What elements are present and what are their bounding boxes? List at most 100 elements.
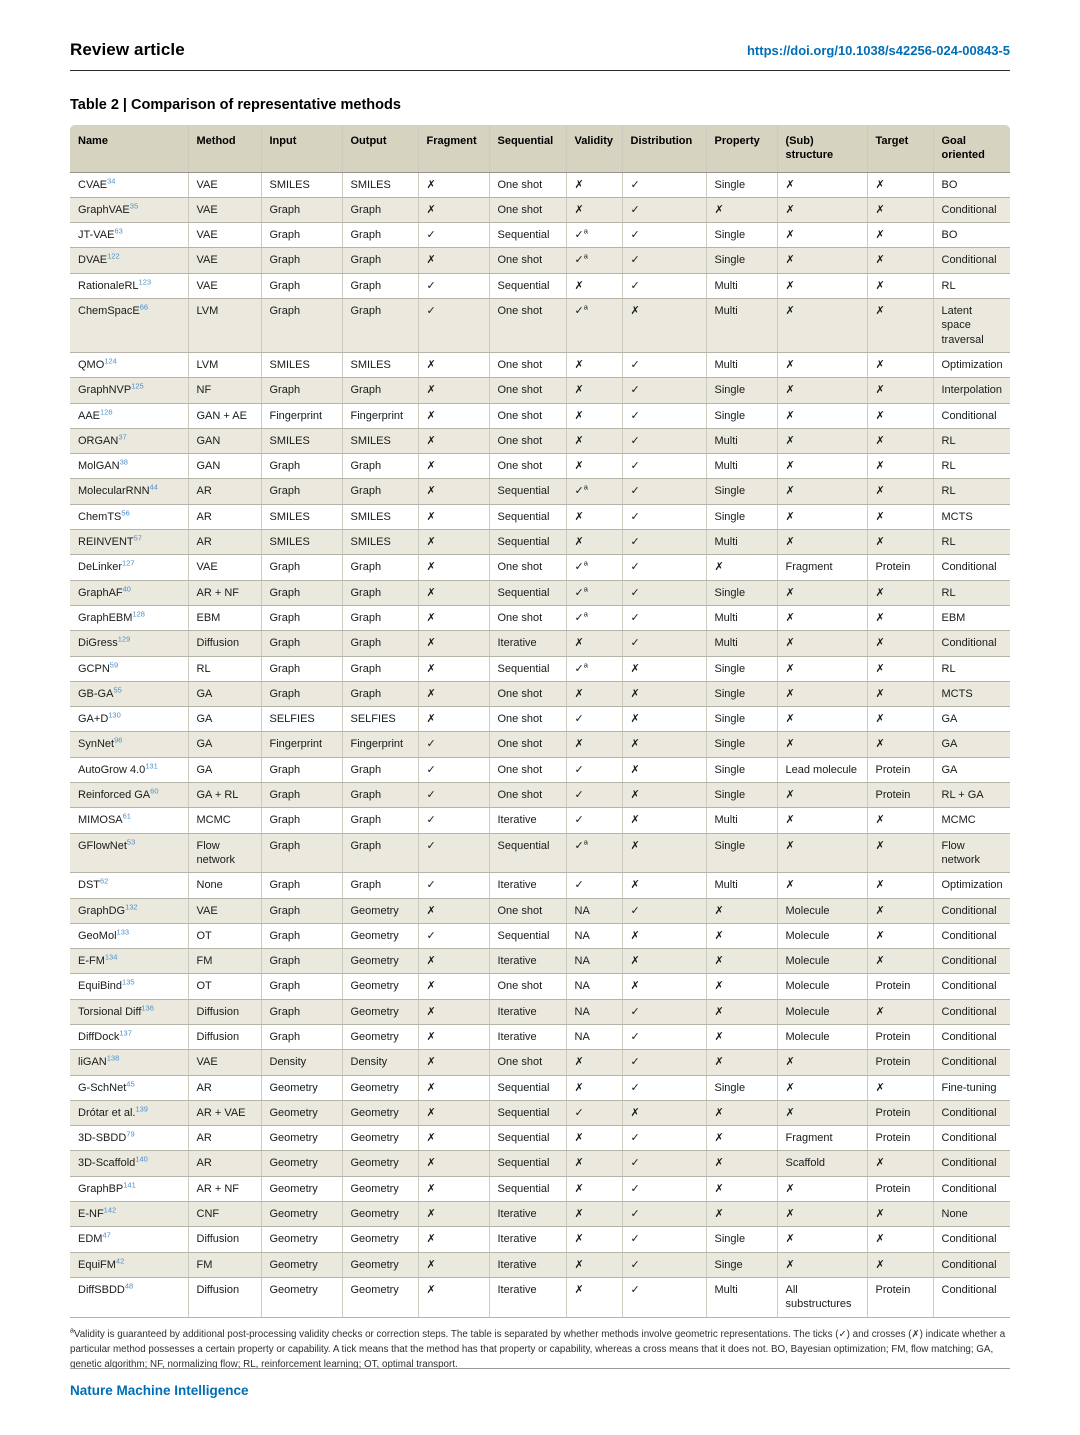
cell-name: ChemSpacE66 xyxy=(70,298,188,353)
citation-ref[interactable]: 38 xyxy=(119,457,128,467)
cell-distribution: ✗ xyxy=(621,757,706,784)
cell-property: ✗ xyxy=(705,197,777,224)
cell-validity: ✓a xyxy=(565,580,622,606)
citation-ref[interactable]: 122 xyxy=(107,251,120,261)
citation-ref[interactable]: 57 xyxy=(133,533,142,543)
cell-sequential: One shot xyxy=(488,782,566,809)
cell-sequential: One shot xyxy=(488,377,566,404)
citation-ref[interactable]: 139 xyxy=(135,1104,148,1114)
column-header-method: Method xyxy=(187,125,261,173)
doi-link[interactable]: https://doi.org/10.1038/s42256-024-00843… xyxy=(746,43,1010,58)
cell-output: Graph xyxy=(341,630,418,657)
citation-ref[interactable]: 47 xyxy=(102,1230,111,1240)
citation-ref[interactable]: 44 xyxy=(149,482,158,492)
cell-substructure: Molecule xyxy=(776,898,867,924)
cell-name: GA+D130 xyxy=(70,706,188,733)
cell-sequential: Iterative xyxy=(488,1024,566,1051)
citation-ref[interactable]: 125 xyxy=(131,381,144,391)
cell-sequential: Sequential xyxy=(488,833,566,874)
citation-ref[interactable]: 48 xyxy=(124,1281,134,1291)
cell-goal-oriented: Conditional xyxy=(932,1226,1010,1253)
citation-ref[interactable]: 45 xyxy=(126,1078,135,1088)
citation-ref[interactable]: 56 xyxy=(121,508,130,518)
cell-output: Geometry xyxy=(341,1100,418,1127)
citation-ref[interactable]: 59 xyxy=(109,659,119,669)
cell-property: Multi xyxy=(705,807,777,834)
citation-ref[interactable]: 60 xyxy=(150,786,159,796)
table-row: AAE126 GAN + AE Fingerprint Fingerprint ✗ One… xyxy=(70,403,1010,429)
cell-substructure: ✗ xyxy=(776,172,867,198)
citation-ref[interactable]: 35 xyxy=(129,201,139,211)
cell-validity: ✗ xyxy=(565,1049,622,1076)
cell-goal-oriented: Conditional xyxy=(932,923,1010,950)
cell-target: ✗ xyxy=(866,247,933,274)
citation-ref[interactable]: 42 xyxy=(115,1256,125,1265)
citation-ref[interactable]: 142 xyxy=(103,1205,117,1215)
column-header-name: Name xyxy=(70,125,188,173)
citation-ref[interactable]: 34 xyxy=(107,175,116,185)
cell-input: Geometry xyxy=(260,1125,342,1152)
cell-input: Geometry xyxy=(260,1226,342,1253)
cell-name: SynNet96 xyxy=(70,731,188,758)
cell-sequential: One shot xyxy=(488,403,566,429)
citation-ref[interactable]: 37 xyxy=(118,432,127,442)
cell-method: GA xyxy=(187,681,261,708)
citation-ref[interactable]: 134 xyxy=(104,952,118,962)
cell-goal-oriented: RL xyxy=(932,656,1010,682)
citation-ref[interactable]: 123 xyxy=(138,277,152,287)
citation-ref[interactable]: 55 xyxy=(113,685,122,695)
cell-property: Multi xyxy=(705,453,777,480)
citation-ref[interactable]: 135 xyxy=(122,977,135,987)
citation-ref[interactable]: 132 xyxy=(125,901,138,911)
cell-substructure: ✗ xyxy=(776,197,867,224)
cell-sequential: Iterative xyxy=(488,807,566,834)
citation-ref[interactable]: 140 xyxy=(135,1154,148,1164)
cell-distribution: ✓ xyxy=(621,403,706,429)
cell-name: GCPN59 xyxy=(70,656,188,682)
cell-property: Singe xyxy=(705,1252,777,1278)
citation-ref[interactable]: 128 xyxy=(132,609,145,619)
cell-method: GA xyxy=(187,706,261,733)
citation-ref[interactable]: 136 xyxy=(141,1003,154,1013)
cell-target: ✗ xyxy=(866,807,933,834)
citation-ref[interactable]: 127 xyxy=(122,558,135,568)
citation-ref[interactable]: 63 xyxy=(114,226,123,236)
citation-ref[interactable]: 62 xyxy=(100,876,109,886)
citation-ref[interactable]: 133 xyxy=(116,927,130,937)
citation-ref[interactable]: 141 xyxy=(123,1180,136,1190)
citation-ref[interactable]: 137 xyxy=(119,1028,132,1038)
cell-sequential: One shot xyxy=(488,197,566,224)
table-row: MIMOSA61 MCMC Graph Graph ✓ Iterative ✓ ✗ Multi ✗… xyxy=(70,807,1010,834)
cell-target: ✗ xyxy=(866,453,933,480)
cell-substructure: ✗ xyxy=(776,1176,867,1203)
citation-ref[interactable]: 61 xyxy=(122,811,131,821)
cell-target: ✗ xyxy=(866,403,933,429)
citation-ref[interactable]: 66 xyxy=(139,302,149,312)
cell-distribution: ✗ xyxy=(621,923,706,950)
cell-distribution: ✗ xyxy=(621,681,706,708)
citation-ref[interactable]: 129 xyxy=(117,634,131,644)
cell-distribution: ✓ xyxy=(621,1252,706,1278)
cell-name: G-SchNet45 xyxy=(70,1075,188,1101)
cell-substructure: ✗ xyxy=(776,731,867,758)
citation-ref[interactable]: 131 xyxy=(145,761,158,771)
cell-name: Drótar et al.139 xyxy=(70,1100,188,1127)
citation-ref[interactable]: 53 xyxy=(126,836,136,846)
citation-ref[interactable]: 124 xyxy=(104,356,117,366)
cell-distribution: ✗ xyxy=(621,872,706,899)
cell-distribution: ✓ xyxy=(621,222,706,249)
cell-fragment: ✗ xyxy=(417,706,489,733)
cell-property: Single xyxy=(705,172,777,198)
citation-ref[interactable]: 40 xyxy=(122,583,131,593)
cell-validity: ✗ xyxy=(565,273,622,300)
citation-ref[interactable]: 130 xyxy=(108,710,121,720)
citation-ref[interactable]: 96 xyxy=(114,735,123,745)
cell-input: Graph xyxy=(260,247,342,274)
cell-fragment: ✗ xyxy=(417,656,489,682)
cell-property: Multi xyxy=(705,529,777,556)
citation-ref[interactable]: 138 xyxy=(106,1053,120,1063)
citation-ref[interactable]: 126 xyxy=(100,406,113,416)
cell-method: Diffusion xyxy=(187,1226,261,1253)
citation-ref[interactable]: 79 xyxy=(126,1129,135,1139)
cell-validity: ✗ xyxy=(565,453,622,480)
